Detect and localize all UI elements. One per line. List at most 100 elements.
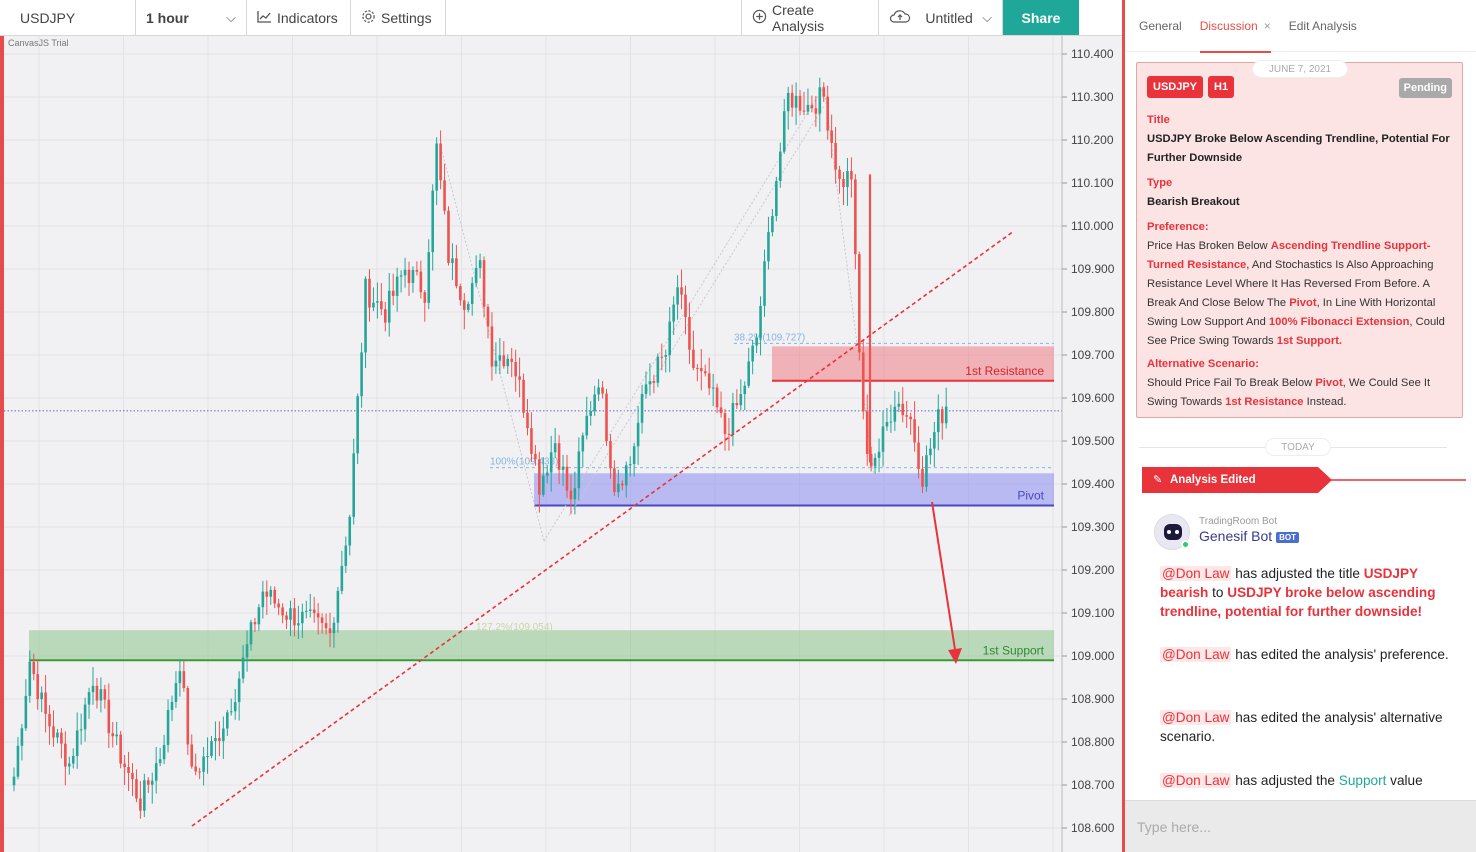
candle: [621, 480, 624, 491]
candle: [328, 612, 332, 648]
user-mention[interactable]: @Don Law: [1160, 566, 1232, 581]
candle: [269, 586, 273, 605]
candle: [127, 751, 130, 792]
candle: [316, 603, 320, 635]
analysis-edited-label: Analysis Edited: [1170, 474, 1256, 486]
user-mention[interactable]: @Don Law: [1160, 647, 1232, 662]
candle: [229, 698, 233, 716]
trend-drawings[interactable]: [191, 230, 1015, 827]
price-chart[interactable]: 1st Resistance Pivot 1st Support 38.2%(109…: [4, 36, 1122, 852]
candle: [810, 95, 814, 113]
analysis-edited-banner: ✎ Analysis Edited: [1142, 467, 1466, 493]
candle: [273, 586, 276, 609]
indicators-button[interactable]: Indicators: [247, 0, 351, 35]
candle: [858, 251, 861, 361]
resistance-zone-label: 1st Resistance: [965, 364, 1044, 378]
candle: [877, 438, 881, 473]
price-tick-label: 109.500: [1071, 434, 1115, 448]
candle: [308, 593, 312, 618]
candle: [451, 243, 454, 281]
candle: [680, 269, 683, 310]
chevron-down-icon: ⌵: [226, 9, 236, 25]
candle: [506, 354, 510, 374]
tab-general[interactable]: General: [1139, 18, 1182, 33]
chart-area[interactable]: 1st Resistance Pivot 1st Support 38.2%(109…: [0, 36, 1122, 852]
candle: [490, 312, 494, 381]
share-button[interactable]: Share: [1003, 0, 1079, 35]
candle: [794, 82, 798, 125]
candle: [929, 438, 932, 465]
price-tick-label: 109.600: [1071, 391, 1115, 405]
save-dropdown[interactable]: Untitled ⌵: [879, 0, 1003, 35]
candle: [482, 256, 486, 318]
candle: [352, 438, 355, 525]
candle: [257, 604, 261, 631]
tab-discussion[interactable]: Discussion ×: [1199, 11, 1271, 53]
candle: [384, 301, 387, 332]
price-tick-label: 109.700: [1071, 348, 1115, 362]
candle: [624, 461, 628, 498]
candle: [415, 261, 419, 276]
user-mention[interactable]: @Don Law: [1160, 773, 1232, 788]
tab-discussion-label: Discussion: [1199, 18, 1258, 33]
symbol-label: USDJPY: [20, 9, 76, 26]
candle: [542, 457, 545, 497]
candle: [194, 753, 197, 776]
candle: [443, 163, 446, 215]
candle: [739, 379, 743, 411]
alternative-text: Should Price Fail To Break Below Pivot, …: [1147, 377, 1431, 408]
online-status-icon: [1181, 540, 1190, 549]
candle: [79, 713, 83, 745]
candle: [312, 596, 316, 623]
create-analysis-button[interactable]: Create Analysis: [742, 0, 879, 35]
candle: [656, 353, 660, 388]
settings-button[interactable]: Settings: [351, 0, 446, 35]
candle: [549, 435, 553, 492]
candle: [589, 400, 592, 426]
interval-dropdown[interactable]: 1 hour ⌵: [136, 0, 247, 35]
user-mention[interactable]: @Don Law: [1160, 710, 1232, 725]
chevron-down-icon: ⌵: [982, 9, 992, 25]
plus-circle-icon: [752, 9, 767, 27]
message-input[interactable]: [1125, 801, 1476, 852]
close-icon[interactable]: ×: [1263, 18, 1271, 33]
candle: [324, 613, 328, 635]
candle: [403, 257, 407, 288]
ascending-trendline[interactable]: [191, 230, 1015, 827]
candle: [170, 695, 174, 722]
candle: [427, 239, 431, 310]
tab-edit-analysis[interactable]: Edit Analysis: [1288, 18, 1357, 33]
symbol-selector[interactable]: USDJPY: [0, 0, 136, 35]
candle: [711, 373, 715, 407]
price-tick-label: 109.400: [1071, 477, 1115, 491]
card-date: JUNE 7, 2021: [1252, 60, 1348, 78]
banner-shape: [1142, 467, 1466, 493]
message-input-box: [1125, 800, 1476, 852]
candle: [407, 261, 411, 296]
candle: [940, 406, 944, 440]
candle: [581, 432, 585, 468]
candle: [605, 388, 608, 447]
avatar[interactable]: [1154, 514, 1190, 550]
candle: [814, 96, 818, 127]
candle: [115, 721, 118, 746]
candle: [561, 454, 565, 486]
projection-arrow[interactable]: [931, 501, 957, 657]
candle: [431, 184, 434, 271]
candle: [668, 307, 671, 373]
candle: [747, 347, 750, 388]
candle: [672, 296, 675, 336]
candle: [198, 767, 201, 780]
candle: [889, 404, 893, 433]
candle: [684, 285, 687, 335]
candle: [486, 304, 490, 339]
candle: [470, 277, 474, 316]
candle: [411, 266, 415, 293]
candle: [873, 453, 877, 474]
candle: [305, 600, 308, 619]
candle: [68, 756, 71, 775]
toolbar-tail: [1079, 0, 1122, 35]
candle: [166, 699, 170, 753]
candle: [226, 709, 229, 736]
